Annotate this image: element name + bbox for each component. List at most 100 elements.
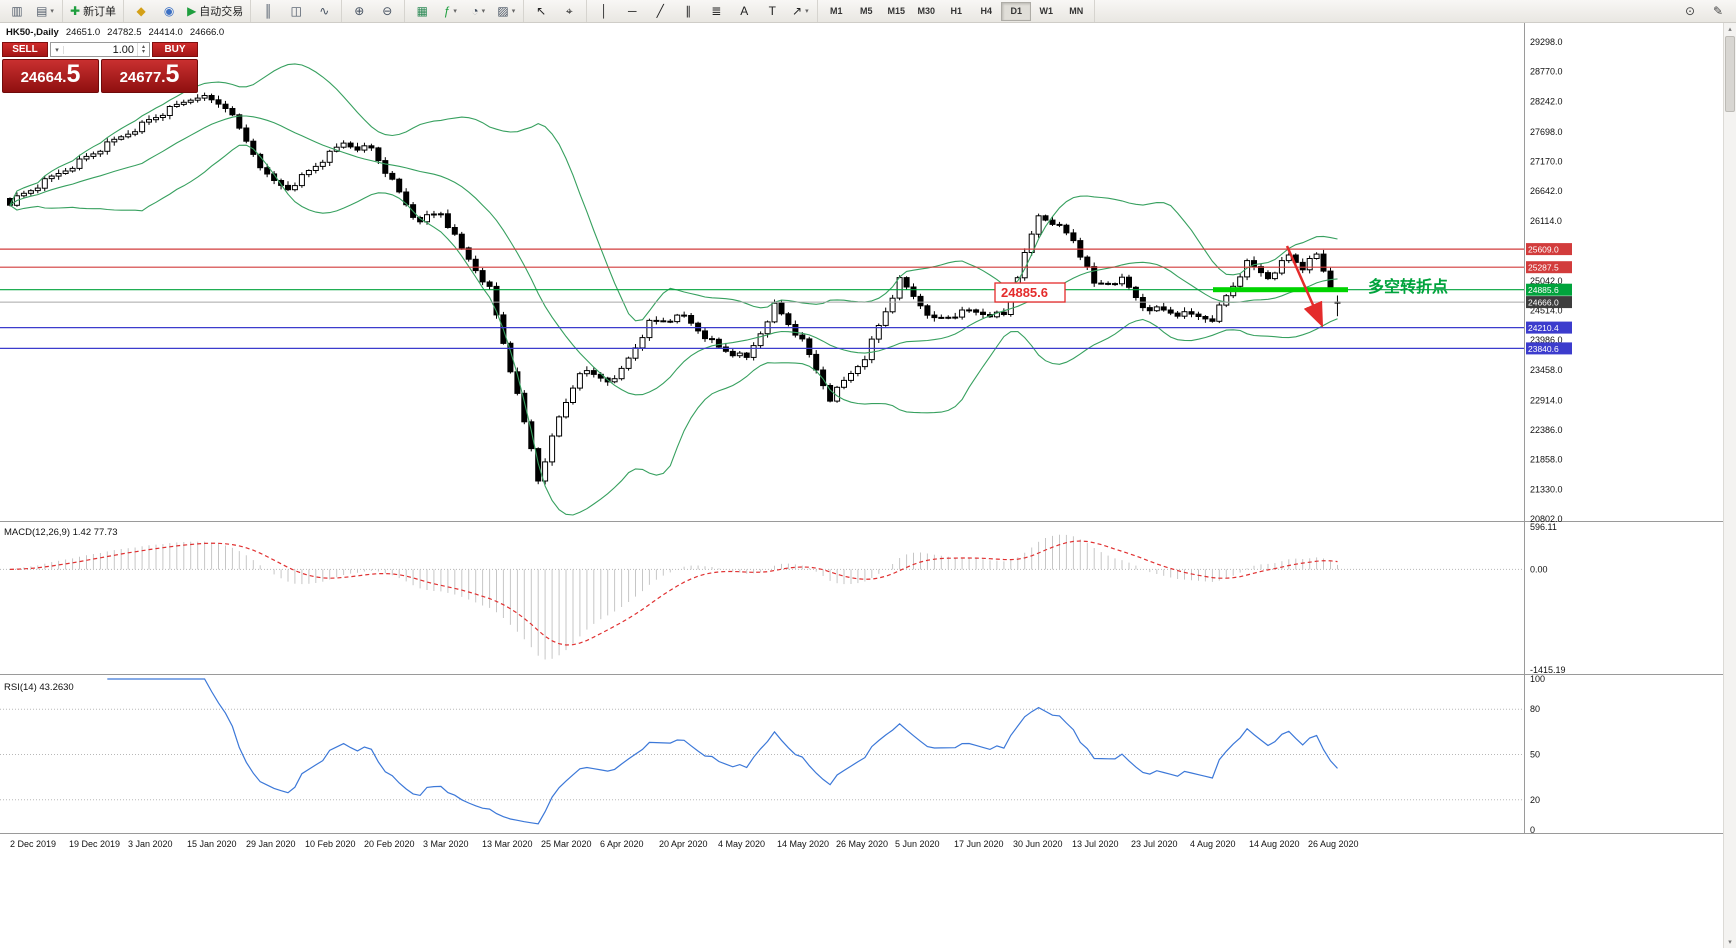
cursor-button[interactable]: ↖ [527,1,555,21]
price-axis-labels: 29298.0 28770.0 28242.0 27698.0 27170.0 26642… [1530,37,1563,524]
equidistant-channel-button[interactable]: ∥ [674,1,702,21]
indicators-list-dropdown-icon[interactable]: ▾ [453,8,457,15]
price-tag: 25287.5 [1526,261,1572,274]
zoom-out-button[interactable]: ⊖ [373,1,401,21]
chart-profiles-button[interactable]: ▤ ▾ [31,1,59,21]
templates-dropdown-icon[interactable]: ▾ [511,8,516,15]
svg-text:22914.0: 22914.0 [1530,395,1563,405]
volume-spinner[interactable]: ▴ ▾ [137,43,149,56]
spin-up-icon[interactable]: ▴ [141,43,145,50]
price-tag: 24666.0 [1526,296,1572,309]
svg-text:24210.4: 24210.4 [1528,323,1559,333]
timeframe-h1-button[interactable]: H1 [950,6,963,16]
periods-menu-button[interactable]: ◔ ▾ [464,1,492,21]
vertical-line-icon: │ [600,4,609,18]
timeframe-w1-button[interactable]: W1 [1039,6,1054,16]
spin-down-icon[interactable]: ▾ [141,48,145,55]
new-order-button[interactable]: ✚ 新订单 [66,1,120,21]
indicators-list-button[interactable]: ƒ ▾ [436,1,464,21]
text-label-button[interactable]: T [758,1,786,21]
toolbar-group: │ ─ ╱ ∥ ≣ A T ↗ ▾ [587,0,819,22]
turning-point-highlight[interactable] [1213,287,1348,293]
buy-price: 24677. [119,69,166,86]
candlestick-series[interactable] [7,92,1341,485]
scrollbar-thumb[interactable] [1725,36,1735,112]
svg-text:23458.0: 23458.0 [1530,365,1563,375]
svg-text:23986.0: 23986.0 [1530,335,1563,345]
volume-value[interactable]: 1.00 [112,43,134,56]
price-tag: 23840.6 [1526,342,1572,355]
timeframe-group: M1 M5 M15 M30 H1 H4 D1 W1 MN [818,0,1096,22]
ohlc-close: 24666.0 [189,27,225,38]
line-chart-mode-button[interactable]: ∿ [310,1,338,21]
crosshair-button[interactable]: ⌖ [555,1,583,21]
volume-field[interactable]: ▾ 1.00 ▴ ▾ [50,42,150,57]
search-icon: ⊙ [1684,4,1696,18]
timeframe-m15-button[interactable]: M15 [887,6,906,16]
svg-text:20802.0: 20802.0 [1530,514,1563,524]
trend-arrow[interactable] [1285,245,1324,328]
svg-text:26 May 2020: 26 May 2020 [836,839,888,849]
equidistant-channel-icon: ∥ [685,4,692,18]
autotrading-button[interactable]: ▶ 自动交易 [183,1,247,21]
fibonacci-button[interactable]: ≣ [702,1,730,21]
vertical-line-button[interactable]: │ [590,1,618,21]
svg-text:22386.0: 22386.0 [1530,425,1563,435]
timeframe-m5-button[interactable]: M5 [860,6,873,16]
toolbar-group: ▦ ƒ ▾ ◔ ▾ ▨ ▾ [405,0,525,22]
timeframe-mn-button[interactable]: MN [1069,6,1084,16]
timeframe-m30-button[interactable]: M30 [917,6,936,16]
scroll-down-icon[interactable]: ▾ [1728,938,1732,946]
scroll-up-icon[interactable]: ▴ [1728,25,1732,33]
macd-signal-line [9,540,1338,646]
tile-windows-button[interactable]: ▦ [408,1,436,21]
text-button[interactable]: A [730,1,758,21]
svg-text:24885.6: 24885.6 [1001,285,1048,300]
quick-edit-button[interactable]: ✎ [1704,1,1732,21]
candlestick-mode-icon: ◫ [290,4,302,18]
arrow-tools-button[interactable]: ↗ ▾ [786,1,814,21]
zoom-in-button[interactable]: ⊕ [345,1,373,21]
buy-button[interactable]: BUY [152,42,198,57]
toolbar-group: ║ ◫ ∿ [251,0,343,22]
svg-text:2 Dec 2019: 2 Dec 2019 [10,839,56,849]
svg-text:14 Aug 2020: 14 Aug 2020 [1249,839,1300,849]
vertical-scrollbar[interactable]: ▴ ▾ [1723,22,1736,948]
timeframe-d1-button[interactable]: D1 [1001,1,1032,21]
svg-text:80: 80 [1530,704,1540,714]
turning-point-label[interactable]: 多空转折点 [1368,277,1448,296]
trendline-button[interactable]: ╱ [646,1,674,21]
price-callout-box[interactable]: 24885.6 [994,282,1066,303]
bar-chart-mode-button[interactable]: ║ [254,1,282,21]
svg-text:24885.6: 24885.6 [1528,285,1559,295]
svg-text:20: 20 [1530,795,1540,805]
new-chart-button[interactable]: ▥ [3,1,31,21]
autotrading-label: 自动交易 [199,6,244,18]
horizontal-line-button[interactable]: ─ [618,1,646,21]
market-watch-icon: ◆ [136,4,146,18]
tile-windows-icon: ▦ [416,4,428,18]
sell-button[interactable]: SELL [2,42,48,57]
volume-dropdown-icon[interactable]: ▾ [51,45,64,54]
chart-profiles-dropdown-icon[interactable]: ▾ [50,8,54,15]
horizontal-line-icon: ─ [628,4,637,18]
svg-text:15 Jan 2020: 15 Jan 2020 [187,839,237,849]
timeframe-m1-button[interactable]: M1 [830,6,843,16]
buy-price-button[interactable]: 24677. 5 [101,59,198,93]
market-watch-button[interactable]: ◆ [127,1,155,21]
timeframe-h4-button[interactable]: H4 [980,6,993,16]
svg-text:25 Mar 2020: 25 Mar 2020 [541,839,592,849]
svg-text:30 Jun 2020: 30 Jun 2020 [1013,839,1063,849]
data-window-button[interactable]: ◉ [155,1,183,21]
arrow-tools-dropdown-icon[interactable]: ▾ [805,8,809,15]
candlestick-mode-button[interactable]: ◫ [282,1,310,21]
svg-text:27698.0: 27698.0 [1530,127,1563,137]
sell-price-button[interactable]: 24664. 5 [2,59,99,93]
svg-text:28770.0: 28770.0 [1530,67,1563,77]
templates-button[interactable]: ▨ ▾ [492,1,520,21]
svg-text:3 Mar 2020: 3 Mar 2020 [423,839,469,849]
periods-menu-dropdown-icon[interactable]: ▾ [481,8,486,15]
search-button[interactable]: ⊙ [1676,1,1704,21]
svg-text:17 Jun 2020: 17 Jun 2020 [954,839,1004,849]
